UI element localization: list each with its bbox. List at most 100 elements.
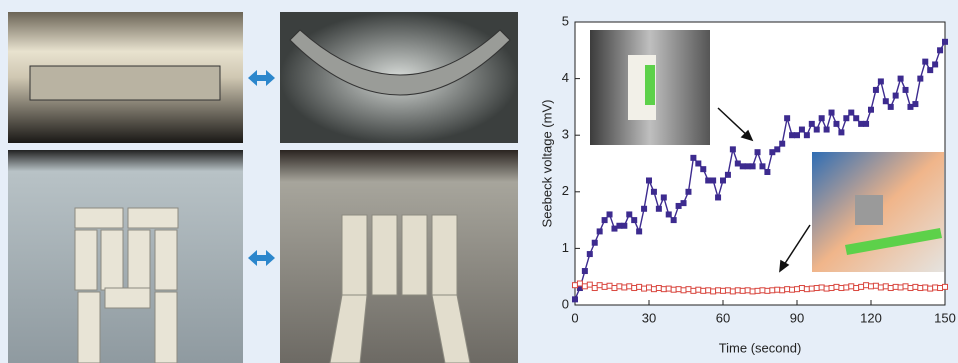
data-point — [898, 76, 903, 81]
data-point — [651, 189, 656, 194]
data-point — [721, 178, 726, 183]
data-point — [859, 121, 864, 126]
x-tick-label: 120 — [860, 310, 882, 325]
data-point — [740, 288, 745, 293]
data-point — [617, 223, 622, 228]
data-point — [923, 59, 928, 64]
inset-detail — [855, 195, 883, 225]
data-point — [745, 164, 750, 169]
data-point — [913, 102, 918, 107]
data-point — [933, 62, 938, 67]
data-point — [790, 287, 795, 292]
data-point — [750, 164, 755, 169]
y-axis-label: Seebeck voltage (mV) — [539, 100, 554, 228]
data-point — [701, 167, 706, 172]
data-point — [760, 288, 765, 293]
data-point — [883, 99, 888, 104]
data-point — [671, 287, 676, 292]
data-point — [696, 287, 701, 292]
data-point — [824, 286, 829, 291]
data-point — [573, 283, 578, 288]
data-point — [671, 218, 676, 223]
data-point — [725, 288, 730, 293]
data-point — [666, 286, 671, 291]
data-point — [795, 287, 800, 292]
data-point — [656, 286, 661, 291]
x-tick-label: 0 — [571, 310, 578, 325]
data-point — [661, 195, 666, 200]
data-point — [592, 286, 597, 291]
data-point — [735, 288, 740, 293]
data-point — [775, 147, 780, 152]
x-tick-label: 150 — [934, 310, 956, 325]
data-point — [849, 110, 854, 115]
data-point — [869, 107, 874, 112]
data-point — [691, 288, 696, 293]
data-point — [711, 289, 716, 294]
data-point — [706, 178, 711, 183]
data-point — [824, 127, 829, 132]
data-point — [647, 178, 652, 183]
data-point — [834, 284, 839, 289]
data-point — [750, 289, 755, 294]
data-point — [617, 284, 622, 289]
data-point — [938, 48, 943, 53]
data-point — [829, 286, 834, 291]
data-point — [785, 116, 790, 121]
data-point — [681, 201, 686, 206]
data-point — [839, 286, 844, 291]
data-point — [864, 121, 869, 126]
photo — [280, 150, 518, 363]
data-point — [814, 286, 819, 291]
data-point — [844, 116, 849, 121]
data-point — [809, 121, 814, 126]
data-point — [730, 289, 735, 294]
figure: 0123450306090120150Time (second)Seebeck … — [0, 0, 958, 363]
double-arrow — [248, 70, 275, 266]
data-point — [686, 287, 691, 292]
data-point — [582, 284, 587, 289]
data-point — [573, 297, 578, 302]
y-tick-label: 1 — [562, 240, 569, 255]
y-tick-label: 5 — [562, 13, 569, 28]
data-point — [637, 284, 642, 289]
data-point — [755, 150, 760, 155]
data-point — [780, 141, 785, 146]
data-point — [612, 226, 617, 231]
data-point — [656, 206, 661, 211]
data-point — [651, 287, 656, 292]
data-point — [918, 76, 923, 81]
data-point — [834, 121, 839, 126]
photo-detail — [30, 66, 220, 100]
data-point — [943, 39, 948, 44]
y-tick-label: 0 — [562, 296, 569, 311]
data-point — [854, 116, 859, 121]
data-point — [716, 288, 721, 293]
data-point — [799, 286, 804, 291]
data-point — [878, 79, 883, 84]
data-point — [849, 284, 854, 289]
data-point — [898, 285, 903, 290]
data-point — [607, 212, 612, 217]
data-point — [587, 252, 592, 257]
data-point — [908, 104, 913, 109]
data-point — [785, 287, 790, 292]
data-point — [577, 281, 582, 286]
data-point — [770, 288, 775, 293]
data-point — [928, 286, 933, 291]
data-point — [711, 178, 716, 183]
data-point — [893, 93, 898, 98]
data-point — [864, 283, 869, 288]
data-point — [873, 283, 878, 288]
x-axis-label: Time (second) — [719, 340, 802, 355]
data-point — [681, 288, 686, 293]
y-tick-label: 4 — [562, 70, 569, 85]
data-point — [676, 203, 681, 208]
data-point — [814, 127, 819, 132]
data-point — [696, 161, 701, 166]
data-point — [809, 286, 814, 291]
data-point — [735, 161, 740, 166]
photo — [8, 150, 243, 363]
x-tick-label: 60 — [716, 310, 730, 325]
y-tick-label: 2 — [562, 183, 569, 198]
